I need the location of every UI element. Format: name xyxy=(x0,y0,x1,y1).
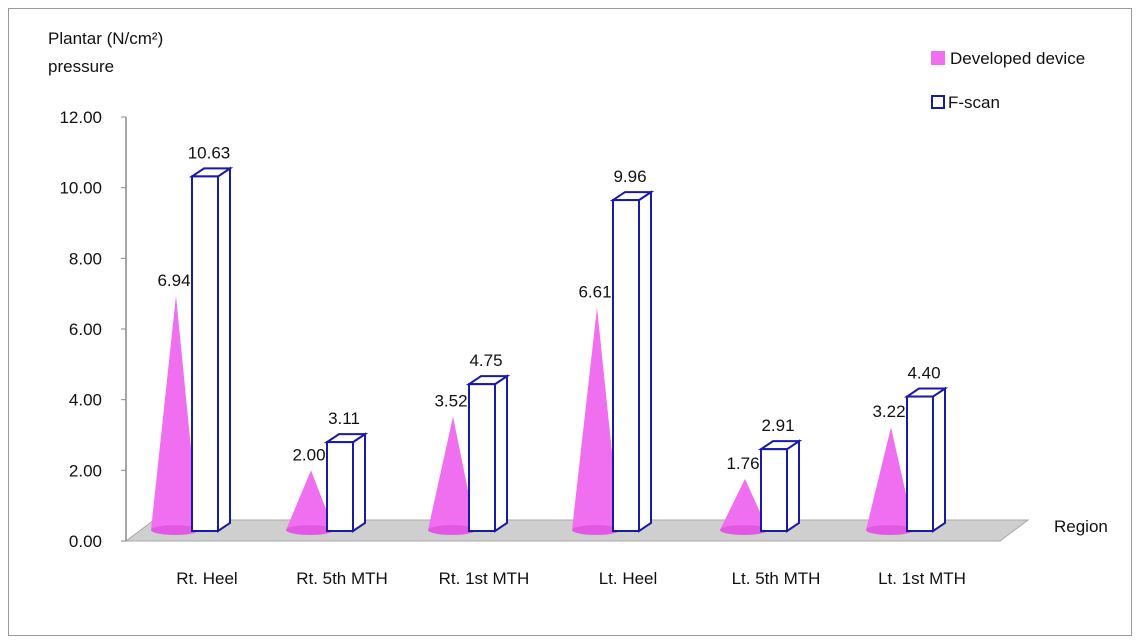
bars xyxy=(151,166,949,535)
f-scan-bar-side xyxy=(932,386,946,533)
legend: Developed device F-scan xyxy=(931,49,1085,112)
f-scan-bar-front xyxy=(326,441,354,533)
y-tick-label: 2.00 xyxy=(69,461,102,480)
developed-device-cone-face xyxy=(151,295,199,530)
developed-device-cone-base xyxy=(428,525,476,535)
y-axis: 0.00 2.00 4.00 6.00 8.00 10.00 12.00 Rt. Heel Rt… xyxy=(59,108,965,588)
developed-device-data-label: 6.94 xyxy=(157,271,190,290)
f-scan-data-label: 4.75 xyxy=(469,351,502,370)
legend-swatch-f-scan xyxy=(931,95,945,109)
developed-device-cone-face xyxy=(720,478,768,530)
developed-device-cone xyxy=(428,416,476,535)
f-scan-data-label: 10.63 xyxy=(188,143,231,162)
f-scan-bar-side xyxy=(494,374,508,533)
f-scan-bar xyxy=(188,166,234,533)
x-category-label: Lt. 5th MTH xyxy=(732,569,821,588)
legend-label-developed-device: Developed device xyxy=(950,49,1085,68)
y-tick-label: 12.00 xyxy=(59,108,102,127)
f-scan-bar-front xyxy=(760,448,788,532)
x-category-label: Rt. 1st MTH xyxy=(439,569,530,588)
f-scan-bar xyxy=(465,374,511,533)
developed-device-data-label: 2.00 xyxy=(292,445,325,464)
f-scan-data-label: 9.96 xyxy=(613,167,646,186)
x-category-label: Rt. 5th MTH xyxy=(296,569,388,588)
f-scan-data-label: 4.40 xyxy=(907,364,940,383)
f-scan-bar-side xyxy=(217,166,231,533)
f-scan-bar-side xyxy=(638,190,652,533)
f-scan-data-label: 3.11 xyxy=(328,409,360,428)
x-category-label: Lt. 1st MTH xyxy=(878,569,966,588)
f-scan-bar xyxy=(757,439,803,533)
developed-device-cone xyxy=(572,307,620,535)
developed-device-cone xyxy=(720,478,768,535)
developed-device-cone xyxy=(286,470,334,535)
y-tick-label: 0.00 xyxy=(69,532,102,551)
f-scan-data-label: 2.91 xyxy=(761,416,794,435)
f-scan-bar-front xyxy=(612,199,640,533)
developed-device-data-label: 6.61 xyxy=(578,282,611,301)
y-tick-label: 6.00 xyxy=(69,320,102,339)
x-category-label: Rt. Heel xyxy=(176,569,237,588)
developed-device-cone-base xyxy=(286,525,334,535)
y-axis-title-line2: pressure xyxy=(48,57,114,76)
y-tick-label: 8.00 xyxy=(69,249,102,268)
y-tick-label: 4.00 xyxy=(69,391,102,410)
developed-device-cone-face xyxy=(428,416,476,530)
developed-device-cone-face xyxy=(572,307,620,530)
data-labels: 6.94 10.63 2.003.11 3.52 4.75 6.61 9.96 1.762.9… xyxy=(157,143,940,472)
f-scan-bar-side xyxy=(786,439,800,533)
developed-device-cone-base xyxy=(720,525,768,535)
f-scan-bar-front xyxy=(906,395,934,532)
f-scan-bar-front xyxy=(468,383,496,532)
developed-device-cone xyxy=(866,427,914,535)
developed-device-cone xyxy=(151,295,199,535)
f-scan-bar-front xyxy=(191,175,219,532)
f-scan-bar xyxy=(323,432,369,533)
developed-device-data-label: 3.52 xyxy=(434,392,467,411)
f-scan-bar xyxy=(609,190,655,533)
developed-device-cone-base xyxy=(151,525,199,535)
x-axis-title: Region xyxy=(1054,517,1108,536)
developed-device-cone-base xyxy=(866,525,914,535)
developed-device-cone-face xyxy=(866,427,914,530)
developed-device-cone-face xyxy=(286,470,334,530)
developed-device-data-label: 1.76 xyxy=(726,454,759,473)
y-tick-label: 10.00 xyxy=(59,179,102,198)
developed-device-data-label: 3.22 xyxy=(872,402,905,421)
developed-device-cone-base xyxy=(572,525,620,535)
y-axis-title-line1: Plantar (N/cm²) xyxy=(48,29,163,48)
legend-label-f-scan: F-scan xyxy=(948,93,1000,112)
f-scan-bar xyxy=(903,386,949,533)
f-scan-bar-side xyxy=(352,432,366,533)
x-category-label: Lt. Heel xyxy=(599,569,658,588)
legend-swatch-developed-device xyxy=(931,51,945,65)
